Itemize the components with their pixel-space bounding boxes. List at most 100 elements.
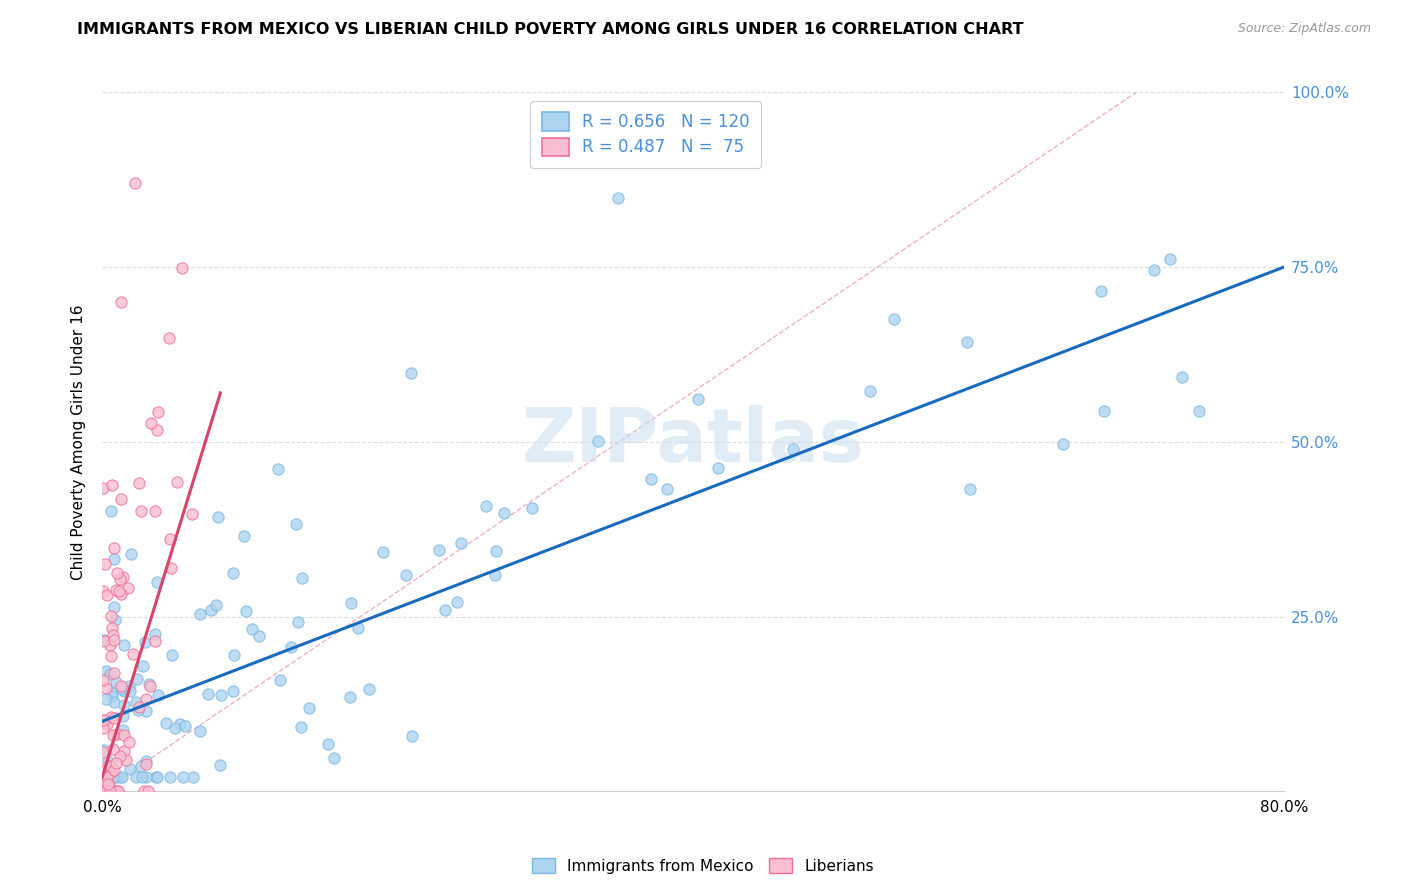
Point [111,770,134,784]
Point [640,472,662,486]
Point [112,684,135,698]
Point [143,634,166,648]
Point [122,647,145,661]
Point [94,557,117,571]
Point [128,476,150,491]
Point [1143,263,1166,277]
Point [98,770,121,784]
Point [97,784,120,798]
Point [132,784,155,798]
Point [103,695,125,709]
Point [125,695,148,709]
Point [1159,252,1181,266]
Point [347,621,370,635]
Point [112,744,135,758]
Point [111,570,134,584]
Point [96,681,118,695]
Point [883,312,905,326]
Point [98,778,121,792]
Point [91,713,114,727]
Point [207,510,229,524]
Point [131,659,153,673]
Point [97,777,120,791]
Point [103,541,125,555]
Point [146,688,169,702]
Point [100,504,122,518]
Point [94,784,117,798]
Point [139,679,162,693]
Point [446,595,468,609]
Point [91,481,114,495]
Point [188,723,211,738]
Point [127,672,149,686]
Point [93,742,115,756]
Point [110,680,132,694]
Point [91,673,114,687]
Point [107,784,129,798]
Point [163,722,186,736]
Point [188,607,211,622]
Point [124,770,146,784]
Point [110,491,132,506]
Point [101,784,124,798]
Point [94,770,117,784]
Point [197,687,219,701]
Point [96,717,118,731]
Point [98,638,121,652]
Point [285,517,308,532]
Point [112,728,135,742]
Point [520,500,543,515]
Point [1188,404,1211,418]
Point [110,295,132,310]
Point [131,759,153,773]
Point [94,784,117,798]
Point [110,587,132,601]
Point [143,627,166,641]
Point [146,423,169,437]
Point [485,543,508,558]
Point [103,764,125,778]
Point [131,770,153,784]
Point [401,366,423,380]
Point [104,756,127,771]
Point [146,405,169,419]
Point [105,566,128,581]
Point [316,738,339,752]
Point [104,770,127,784]
Point [240,622,263,636]
Point [128,700,150,714]
Point [93,784,115,798]
Point [166,475,188,490]
Point [143,504,166,518]
Point [155,716,177,731]
Point [159,770,181,784]
Y-axis label: Child Poverty Among Girls Under 16: Child Poverty Among Girls Under 16 [72,304,86,580]
Point [101,742,124,756]
Point [105,727,128,741]
Point [224,648,246,662]
Point [339,690,361,704]
Point [93,632,115,647]
Point [359,681,381,696]
Point [1052,437,1074,451]
Point [97,754,120,768]
Point [118,679,141,693]
Text: ZIPatlas: ZIPatlas [522,405,865,478]
Point [103,784,125,798]
Point [98,770,121,784]
Point [956,335,979,350]
Point [98,784,121,798]
Point [235,603,257,617]
Point [97,759,120,773]
Point [101,728,124,742]
Point [395,567,418,582]
Point [1090,284,1112,298]
Point [159,561,181,575]
Point [105,675,128,690]
Point [120,547,142,561]
Point [233,529,256,543]
Point [401,729,423,743]
Point [96,691,118,706]
Point [112,698,135,712]
Point [287,615,309,629]
